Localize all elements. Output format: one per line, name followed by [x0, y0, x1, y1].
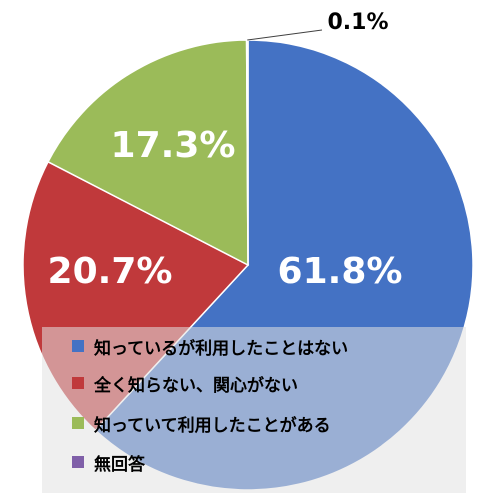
- pie-slice: [47, 39, 249, 267]
- data-label: 20.7%: [48, 251, 173, 292]
- legend-label: 知っていて利用したことがある: [94, 415, 331, 436]
- legend-swatch-icon: [72, 456, 84, 468]
- legend: 知っているが利用したことはない 全く知らない、関心がない 知っていて利用したこと…: [42, 327, 466, 493]
- legend-item: 知っているが利用したことはない: [72, 333, 348, 359]
- legend-swatch-icon: [72, 377, 84, 389]
- legend-swatch-icon: [72, 340, 84, 352]
- legend-label: 全く知らない、関心がない: [94, 375, 298, 396]
- legend-item: 無回答: [72, 449, 145, 475]
- legend-item: 知っていて利用したことがある: [72, 410, 331, 436]
- data-label: 61.8%: [278, 251, 403, 292]
- legend-label: 知っているが利用したことはない: [94, 338, 349, 359]
- data-label: 17.3%: [111, 125, 236, 166]
- data-label: 0.1%: [327, 10, 388, 35]
- pie-labels: 61.8% 20.7% 17.3% 0.1%: [48, 10, 403, 292]
- legend-item: 全く知らない、関心がない: [72, 370, 298, 396]
- legend-label: 無回答: [94, 454, 145, 475]
- legend-swatch-icon: [72, 417, 84, 429]
- leader-line: [247, 29, 323, 41]
